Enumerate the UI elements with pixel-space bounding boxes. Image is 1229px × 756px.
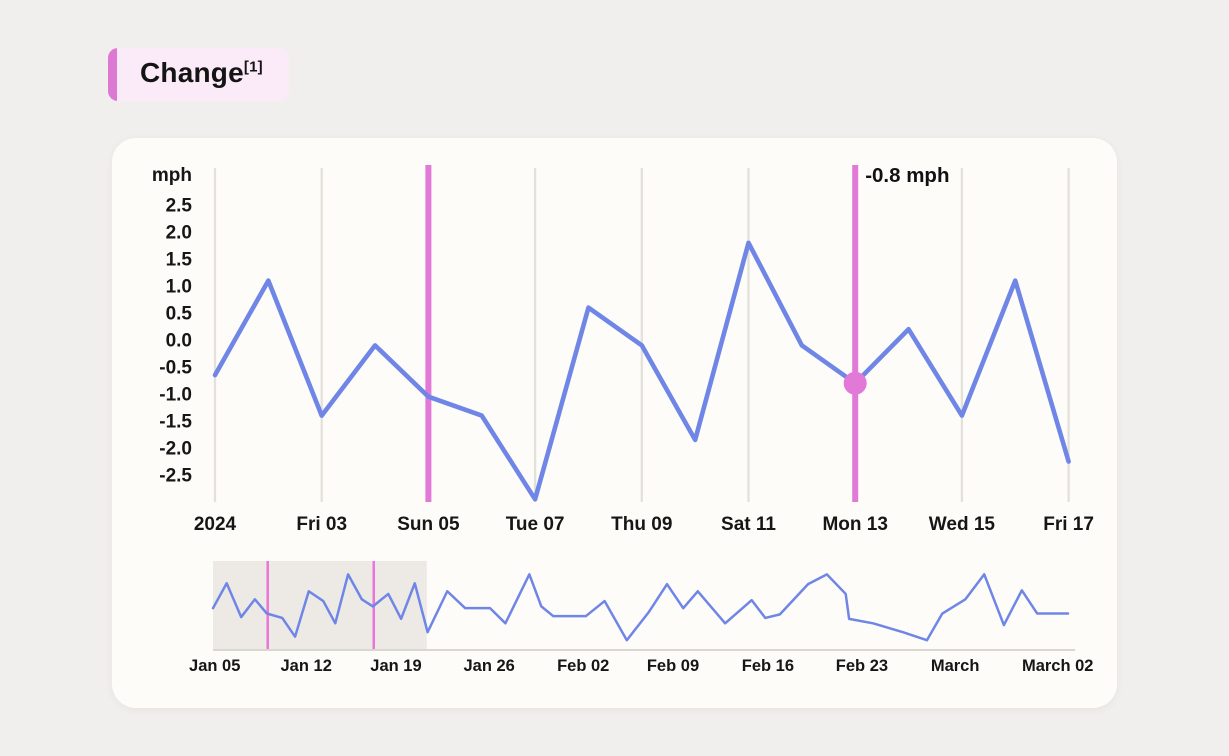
overview-tick-label: Feb 23: [836, 657, 888, 675]
y-tick-label: -2.5: [159, 466, 192, 487]
y-tick-label: -0.5: [159, 358, 192, 379]
chart-card: 2024 Fri 03 Sun 05 Tue 07 Thu 09 Sat 11 Mon 13…: [112, 138, 1117, 708]
tooltip-value-label: -0.8 mph: [865, 164, 949, 187]
x-tick-label: Sat 11: [721, 514, 776, 535]
x-tick-label: Fri 17: [1043, 514, 1094, 535]
y-tick-label: -2.0: [159, 439, 192, 460]
overview-tick-label: Jan 26: [463, 657, 514, 675]
overview-tick-label: Feb 09: [647, 657, 699, 675]
x-tick-label: Tue 07: [506, 514, 565, 535]
overview-line-series: [211, 573, 1070, 642]
x-tick-label: Sun 05: [397, 514, 460, 535]
chart-title-chip: Change[1]: [108, 48, 289, 101]
overview-tick-label: Jan 05: [189, 657, 240, 675]
y-tick-label: -1.0: [159, 385, 192, 406]
change-line-series[interactable]: [212, 240, 1071, 502]
x-tick-label: 2024: [194, 514, 237, 535]
y-tick-label: 1.5: [166, 250, 193, 271]
change-chart[interactable]: 2024 Fri 03 Sun 05 Tue 07 Thu 09 Sat 11 Mon 13…: [112, 138, 1117, 708]
title-footnote-ref[interactable]: [1]: [243, 58, 263, 76]
title-accent-bar: [108, 48, 117, 101]
overview-tick-label: Feb 16: [742, 657, 794, 675]
y-axis-unit-label: mph: [152, 165, 192, 186]
x-tick-label: Thu 09: [611, 514, 672, 535]
overview-tick-label: Jan 12: [281, 657, 332, 675]
y-tick-label: 0.0: [166, 331, 192, 352]
y-tick-label: 1.0: [166, 277, 192, 298]
x-tick-label: Mon 13: [822, 514, 887, 535]
selected-point-dot[interactable]: [843, 371, 867, 395]
overview-tick-label: Jan 19: [370, 657, 421, 675]
x-tick-label: Wed 15: [929, 514, 996, 535]
y-tick-label: 0.5: [166, 304, 193, 325]
overview-tick-label: March: [931, 657, 980, 675]
overview-tick-label: March 02: [1022, 657, 1094, 675]
overview-tick-label: Feb 02: [557, 657, 609, 675]
title-text: Change: [140, 57, 244, 88]
x-tick-label: Fri 03: [296, 514, 347, 535]
y-tick-label: 2.0: [166, 223, 192, 244]
y-tick-label: 2.5: [166, 196, 193, 217]
page-title: Change[1]: [117, 48, 263, 101]
y-tick-label: -1.5: [159, 412, 192, 433]
